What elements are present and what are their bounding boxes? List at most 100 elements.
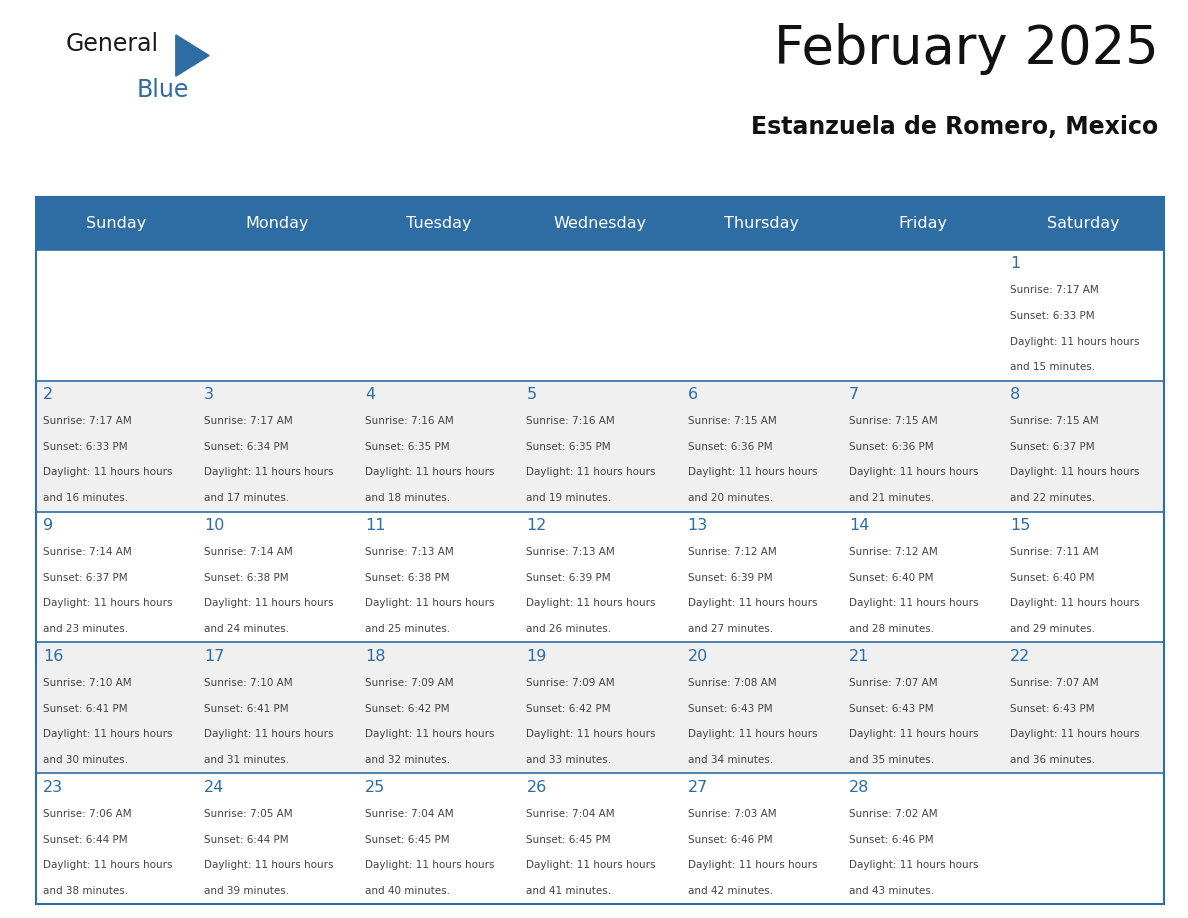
Text: and 38 minutes.: and 38 minutes. (43, 886, 128, 896)
Bar (681, 250, 842, 381)
Text: Sunset: 6:40 PM: Sunset: 6:40 PM (1010, 573, 1094, 583)
Text: Sunrise: 7:13 AM: Sunrise: 7:13 AM (365, 547, 454, 557)
Text: Sunrise: 7:06 AM: Sunrise: 7:06 AM (43, 809, 132, 819)
Text: Sunrise: 7:10 AM: Sunrise: 7:10 AM (43, 678, 132, 688)
Text: February 2025: February 2025 (773, 23, 1158, 75)
Text: Daylight: 11 hours hours: Daylight: 11 hours hours (204, 467, 334, 477)
Text: 16: 16 (43, 649, 63, 664)
Text: Sunset: 6:43 PM: Sunset: 6:43 PM (1010, 704, 1095, 714)
Text: Sunset: 6:35 PM: Sunset: 6:35 PM (526, 442, 611, 452)
Bar (197, 197, 358, 250)
Text: and 31 minutes.: and 31 minutes. (204, 755, 289, 765)
Text: 7: 7 (849, 387, 859, 402)
Text: and 36 minutes.: and 36 minutes. (1010, 755, 1095, 765)
Text: Daylight: 11 hours hours: Daylight: 11 hours hours (43, 467, 172, 477)
Text: and 21 minutes.: and 21 minutes. (849, 493, 934, 503)
Text: Sunset: 6:33 PM: Sunset: 6:33 PM (43, 442, 127, 452)
Text: Sunrise: 7:07 AM: Sunrise: 7:07 AM (1010, 678, 1099, 688)
Text: 26: 26 (526, 779, 546, 795)
Text: Daylight: 11 hours hours: Daylight: 11 hours hours (43, 729, 172, 739)
Text: Friday: Friday (898, 216, 947, 231)
Text: and 25 minutes.: and 25 minutes. (365, 624, 450, 634)
Text: Sunrise: 7:02 AM: Sunrise: 7:02 AM (849, 809, 937, 819)
Text: Sunrise: 7:04 AM: Sunrise: 7:04 AM (365, 809, 454, 819)
Text: Sunrise: 7:16 AM: Sunrise: 7:16 AM (365, 417, 454, 426)
Text: Sunrise: 7:11 AM: Sunrise: 7:11 AM (1010, 547, 1099, 557)
Bar (519, 773, 681, 904)
Text: 27: 27 (688, 779, 708, 795)
Text: Daylight: 11 hours hours: Daylight: 11 hours hours (365, 599, 494, 609)
Text: and 15 minutes.: and 15 minutes. (1010, 362, 1095, 372)
Text: and 39 minutes.: and 39 minutes. (204, 886, 289, 896)
Text: Daylight: 11 hours hours: Daylight: 11 hours hours (849, 599, 979, 609)
Text: and 30 minutes.: and 30 minutes. (43, 755, 128, 765)
Text: Daylight: 11 hours hours: Daylight: 11 hours hours (1010, 337, 1139, 347)
Text: Sunrise: 7:03 AM: Sunrise: 7:03 AM (688, 809, 776, 819)
Text: Thursday: Thursday (723, 216, 798, 231)
Text: Sunrise: 7:09 AM: Sunrise: 7:09 AM (365, 678, 454, 688)
Text: 20: 20 (688, 649, 708, 664)
Text: Sunrise: 7:12 AM: Sunrise: 7:12 AM (688, 547, 777, 557)
Bar (358, 511, 519, 643)
Text: and 43 minutes.: and 43 minutes. (849, 886, 934, 896)
Bar (197, 511, 358, 643)
Bar (197, 381, 358, 511)
Text: and 28 minutes.: and 28 minutes. (849, 624, 934, 634)
Text: and 26 minutes.: and 26 minutes. (526, 624, 612, 634)
Text: and 33 minutes.: and 33 minutes. (526, 755, 612, 765)
Bar (842, 511, 1003, 643)
Text: 9: 9 (43, 518, 53, 533)
Text: Daylight: 11 hours hours: Daylight: 11 hours hours (204, 860, 334, 870)
Text: and 40 minutes.: and 40 minutes. (365, 886, 450, 896)
Bar (36, 511, 197, 643)
Text: Sunset: 6:46 PM: Sunset: 6:46 PM (688, 834, 772, 845)
Text: and 19 minutes.: and 19 minutes. (526, 493, 612, 503)
Text: Wednesday: Wednesday (554, 216, 646, 231)
Text: Sunset: 6:41 PM: Sunset: 6:41 PM (204, 704, 289, 714)
Text: 23: 23 (43, 779, 63, 795)
Text: Daylight: 11 hours hours: Daylight: 11 hours hours (849, 729, 979, 739)
Bar (519, 643, 681, 773)
Text: 5: 5 (526, 387, 537, 402)
Text: 25: 25 (365, 779, 385, 795)
Bar (519, 197, 681, 250)
Text: 4: 4 (365, 387, 375, 402)
Text: 11: 11 (365, 518, 386, 533)
Bar (519, 511, 681, 643)
Bar (358, 250, 519, 381)
Bar (681, 511, 842, 643)
Text: Sunrise: 7:13 AM: Sunrise: 7:13 AM (526, 547, 615, 557)
Text: 1: 1 (1010, 256, 1020, 271)
Text: Sunrise: 7:14 AM: Sunrise: 7:14 AM (204, 547, 292, 557)
Text: 28: 28 (849, 779, 870, 795)
Text: Sunset: 6:38 PM: Sunset: 6:38 PM (204, 573, 289, 583)
Text: Sunset: 6:42 PM: Sunset: 6:42 PM (365, 704, 450, 714)
Text: and 32 minutes.: and 32 minutes. (365, 755, 450, 765)
Text: General: General (65, 32, 158, 56)
Bar (681, 381, 842, 511)
Text: Sunset: 6:43 PM: Sunset: 6:43 PM (688, 704, 772, 714)
Text: 18: 18 (365, 649, 386, 664)
Text: 8: 8 (1010, 387, 1020, 402)
Text: Sunrise: 7:15 AM: Sunrise: 7:15 AM (1010, 417, 1099, 426)
Text: Sunrise: 7:15 AM: Sunrise: 7:15 AM (849, 417, 937, 426)
Text: Sunset: 6:37 PM: Sunset: 6:37 PM (43, 573, 127, 583)
Text: 12: 12 (526, 518, 546, 533)
Text: Sunrise: 7:17 AM: Sunrise: 7:17 AM (1010, 285, 1099, 296)
Text: 15: 15 (1010, 518, 1030, 533)
Text: Sunrise: 7:09 AM: Sunrise: 7:09 AM (526, 678, 615, 688)
Text: Sunset: 6:42 PM: Sunset: 6:42 PM (526, 704, 611, 714)
Bar (842, 381, 1003, 511)
Text: Daylight: 11 hours hours: Daylight: 11 hours hours (43, 599, 172, 609)
Text: Sunset: 6:35 PM: Sunset: 6:35 PM (365, 442, 450, 452)
Text: Sunset: 6:36 PM: Sunset: 6:36 PM (849, 442, 934, 452)
Text: and 24 minutes.: and 24 minutes. (204, 624, 289, 634)
Text: Sunrise: 7:15 AM: Sunrise: 7:15 AM (688, 417, 777, 426)
Text: Sunset: 6:44 PM: Sunset: 6:44 PM (43, 834, 127, 845)
Text: Tuesday: Tuesday (406, 216, 472, 231)
Bar (842, 197, 1003, 250)
Text: Sunrise: 7:04 AM: Sunrise: 7:04 AM (526, 809, 615, 819)
Text: Daylight: 11 hours hours: Daylight: 11 hours hours (1010, 467, 1139, 477)
Text: Sunset: 6:36 PM: Sunset: 6:36 PM (688, 442, 772, 452)
Text: Sunrise: 7:16 AM: Sunrise: 7:16 AM (526, 417, 615, 426)
